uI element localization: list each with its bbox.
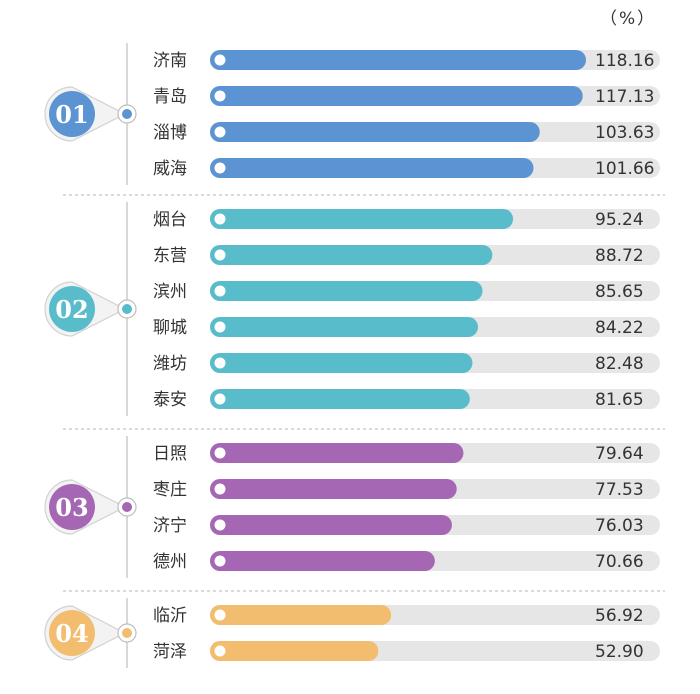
group-axis-marker-dot [122, 502, 132, 512]
city-label: 济南 [153, 51, 187, 71]
city-label: 临沂 [153, 606, 187, 626]
city-label: 泰安 [153, 390, 187, 410]
group-axis-marker-dot [122, 304, 132, 314]
bar [210, 605, 392, 625]
value-label: 88.72 [595, 246, 644, 266]
city-label: 日照 [153, 444, 187, 464]
bar-start-dot [214, 357, 226, 369]
unit-label: （%） [600, 9, 657, 29]
bar [210, 389, 470, 409]
bar-start-dot [214, 249, 226, 261]
bar-start-dot [214, 393, 226, 405]
value-label: 118.16 [595, 51, 654, 71]
value-label: 77.53 [595, 480, 644, 500]
city-label: 青岛 [153, 87, 187, 107]
bar [210, 86, 583, 106]
value-label: 82.48 [595, 354, 644, 374]
bar [210, 158, 534, 178]
group-badge-label: 02 [55, 295, 88, 324]
bar-start-dot [214, 90, 226, 102]
bar [210, 317, 478, 337]
bar-start-dot [214, 126, 226, 138]
city-label: 枣庄 [153, 480, 187, 500]
group-badge-disc [49, 91, 95, 137]
group-badge-label: 01 [55, 100, 88, 129]
value-label: 101.66 [595, 159, 654, 179]
bar [210, 281, 483, 301]
group-badge-disc [49, 286, 95, 332]
city-label: 淄博 [153, 123, 187, 143]
value-label: 79.64 [595, 444, 644, 464]
bar-start-dot [214, 519, 226, 531]
bar-start-dot [214, 483, 226, 495]
group-axis-marker-dot [122, 628, 132, 638]
value-label: 85.65 [595, 282, 644, 302]
city-label: 潍坊 [153, 354, 187, 374]
bar-start-dot [214, 609, 226, 621]
value-label: 81.65 [595, 390, 644, 410]
bar-start-dot [214, 54, 226, 66]
city-label: 济宁 [153, 516, 187, 536]
city-label: 烟台 [153, 210, 187, 230]
bar-start-dot [214, 555, 226, 567]
bar [210, 209, 514, 229]
value-label: 117.13 [595, 87, 654, 107]
bar [210, 551, 435, 571]
group-axis-marker-dot [122, 109, 132, 119]
city-label: 德州 [153, 552, 187, 572]
bar-start-dot [214, 285, 226, 297]
bar [210, 50, 586, 70]
bar [210, 479, 457, 499]
bar-start-dot [214, 447, 226, 459]
group-badge-disc [49, 484, 95, 530]
bar-start-dot [214, 321, 226, 333]
bar [210, 353, 473, 373]
bar [210, 245, 493, 265]
group-badge-label: 03 [55, 493, 88, 522]
group-badge-disc [49, 610, 95, 656]
city-label: 滨州 [153, 282, 187, 302]
bar [210, 515, 452, 535]
bar-start-dot [214, 162, 226, 174]
value-label: 95.24 [595, 210, 644, 230]
bar [210, 122, 540, 142]
value-label: 103.63 [595, 123, 654, 143]
bar [210, 641, 379, 661]
bar [210, 443, 464, 463]
city-label: 威海 [153, 159, 187, 179]
bar-start-dot [214, 213, 226, 225]
value-label: 70.66 [595, 552, 644, 572]
value-label: 52.90 [595, 642, 644, 662]
group-badge-label: 04 [55, 619, 88, 648]
value-label: 84.22 [595, 318, 644, 338]
bar-start-dot [214, 645, 226, 657]
value-label: 56.92 [595, 606, 644, 626]
value-label: 76.03 [595, 516, 644, 536]
city-label: 东营 [153, 246, 187, 266]
city-label: 菏泽 [153, 642, 187, 662]
city-label: 聊城 [153, 318, 187, 338]
